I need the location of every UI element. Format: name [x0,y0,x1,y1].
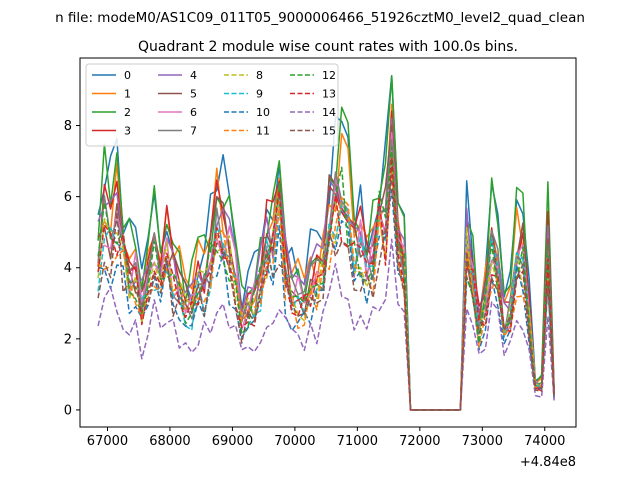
x-tick-label: 67000 [87,434,128,449]
y-axis: 0 2 4 6 8 [64,119,80,418]
x-axis: 67000 68000 69000 70000 71000 72000 73000 74000 [87,427,565,449]
x-tick-label: 68000 [149,434,190,449]
series-line-14 [97,238,555,411]
legend-label-2: 2 [124,106,131,119]
legend-label-14: 14 [322,106,336,119]
series-line-15 [97,174,555,411]
legend-label-12: 12 [322,69,336,82]
series-layer [97,75,555,411]
legend-label-13: 13 [322,88,336,101]
legend-label-10: 10 [256,106,270,119]
series-line-11 [97,167,555,411]
y-tick-label: 4 [64,261,72,276]
legend-label-15: 15 [322,125,336,138]
legend-label-0: 0 [124,69,131,82]
x-tick-label: 72000 [399,434,440,449]
legend-label-5: 5 [190,88,197,101]
x-offset-label: +4.84e8 [520,455,576,470]
series-line-13 [97,156,555,411]
legend-label-6: 6 [190,106,197,119]
legend-label-3: 3 [124,125,131,138]
legend-label-7: 7 [190,125,197,138]
series-line-10 [97,188,555,411]
x-tick-label: 70000 [274,434,315,449]
chart-suptitle: n file: modeM0/AS1C09_011T05_9000006466_… [55,10,585,26]
y-tick-label: 2 [64,332,72,347]
legend-label-4: 4 [190,69,197,82]
chart-title: Quadrant 2 module wise count rates with … [138,39,518,55]
x-tick-label: 74000 [524,434,565,449]
series-line-12 [97,146,555,411]
legend-label-11: 11 [256,125,270,138]
series-line-4 [97,117,555,411]
legend-label-1: 1 [124,88,131,101]
x-tick-label: 71000 [337,434,378,449]
y-tick-label: 6 [64,190,72,205]
x-tick-label: 73000 [462,434,503,449]
legend-label-8: 8 [256,69,263,82]
legend-label-9: 9 [256,88,263,101]
plot-frame [79,57,577,428]
x-tick-label: 69000 [212,434,253,449]
legend-box [85,63,339,147]
y-tick-label: 0 [64,403,72,418]
y-tick-label: 8 [64,119,72,134]
